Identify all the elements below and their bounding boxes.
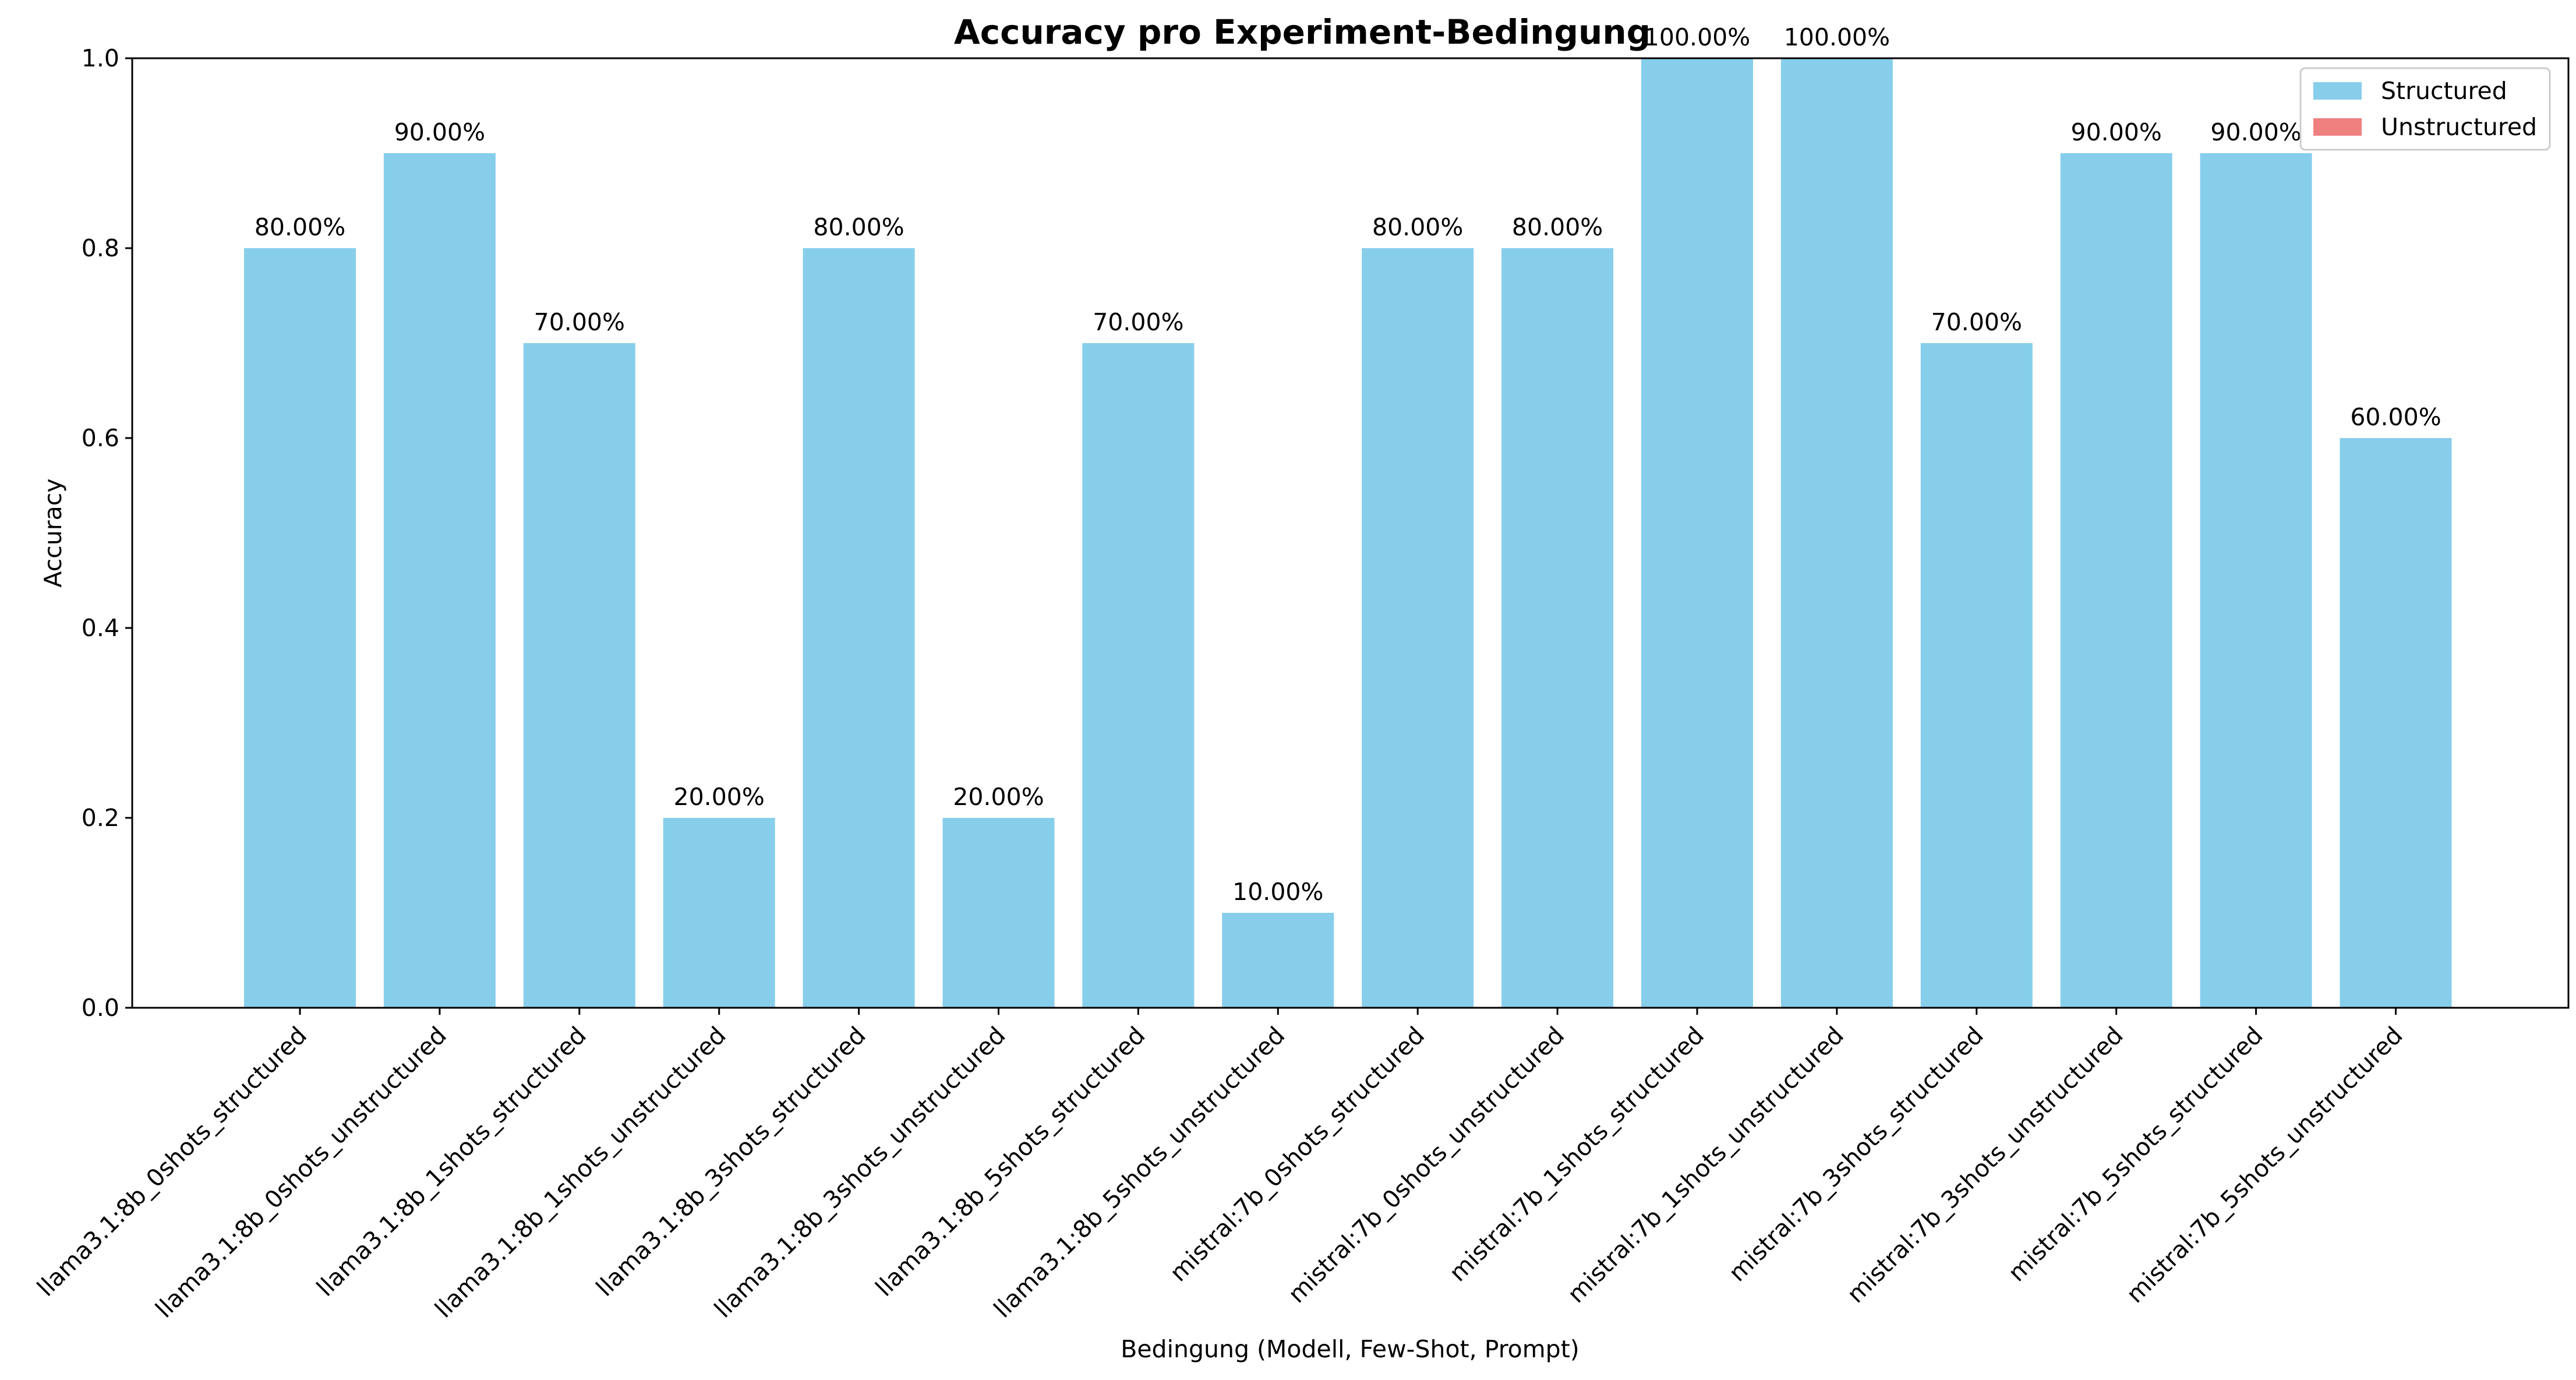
bar <box>663 818 775 1008</box>
chart-title: Accuracy pro Experiment-Bedingung <box>954 12 1651 52</box>
x-tick-label: mistral:7b_1shots_unstructured <box>1562 1021 1849 1308</box>
bar-value-label: 80.00% <box>255 213 345 241</box>
x-tick-label: llama3.1:8b_0shots_unstructured <box>150 1021 452 1323</box>
bar-value-label: 90.00% <box>2071 118 2162 146</box>
x-tick-label: llama3.1:8b_1shots_structured <box>311 1021 592 1302</box>
bar <box>2060 153 2172 1008</box>
bar <box>1920 343 2033 1008</box>
bar <box>1222 913 1334 1008</box>
y-axis-label: Accuracy <box>39 478 67 587</box>
bar <box>2200 153 2312 1008</box>
x-tick-label: llama3.1:8b_1shots_unstructured <box>429 1021 731 1323</box>
x-tick-label: llama3.1:8b_3shots_unstructured <box>709 1021 1010 1323</box>
bar-value-label: 70.00% <box>1093 308 1183 336</box>
y-tick-label: 1.0 <box>82 44 119 72</box>
bar <box>523 343 635 1008</box>
bar-value-label: 70.00% <box>534 308 625 336</box>
x-axis: llama3.1:8b_0shots_structuredllama3.1:8b… <box>31 1008 2408 1323</box>
bar-value-label: 60.00% <box>2350 403 2441 431</box>
value-labels-group: 80.00% 90.00% 70.00% 20.00% 80.00% 20.00% 70.0… <box>255 23 2441 906</box>
x-tick-label: mistral:7b_0shots_unstructured <box>1282 1021 1570 1308</box>
bar <box>803 248 915 1008</box>
x-tick-label: mistral:7b_1shots_structured <box>1444 1021 1709 1287</box>
bar <box>383 153 496 1008</box>
y-tick-label: 0.8 <box>82 234 119 262</box>
bar-value-label: 80.00% <box>1372 213 1463 241</box>
bar-value-label: 90.00% <box>2210 118 2301 146</box>
bar <box>1780 58 1893 1008</box>
bar-value-label: 80.00% <box>1512 213 1603 241</box>
legend-label-unstructured: Unstructured <box>2381 113 2537 141</box>
x-axis-label: Bedingung (Modell, Few-Shot, Prompt) <box>1121 1335 1579 1363</box>
x-tick-label: llama3.1:8b_3shots_structured <box>591 1021 871 1302</box>
legend-label-structured: Structured <box>2381 77 2507 105</box>
legend-swatch-structured <box>2313 82 2362 100</box>
x-tick-label: llama3.1:8b_5shots_structured <box>870 1021 1151 1302</box>
y-axis: 0.0 0.2 0.4 0.6 0.8 1.0 <box>82 44 132 1022</box>
legend-swatch-unstructured <box>2313 118 2362 136</box>
x-tick-label: mistral:7b_3shots_structured <box>1723 1021 1989 1287</box>
x-tick-label: mistral:7b_5shots_structured <box>2003 1021 2268 1287</box>
bar <box>1641 58 1753 1008</box>
plot-frame <box>131 57 2570 1009</box>
bar <box>942 818 1055 1008</box>
y-tick-label: 0.4 <box>82 614 119 642</box>
x-tick-label: mistral:7b_5shots_unstructured <box>2121 1021 2408 1308</box>
legend: Structured Unstructured <box>2299 67 2551 151</box>
bar <box>2340 438 2452 1008</box>
y-tick-label: 0.6 <box>82 424 119 452</box>
bar-value-label: 90.00% <box>394 118 485 146</box>
bars-group <box>244 58 2452 1008</box>
bar-value-label: 100.00% <box>1644 23 1750 51</box>
bar-value-label: 70.00% <box>1931 308 2022 336</box>
y-tick-label: 0.0 <box>82 994 119 1022</box>
legend-frame <box>2299 67 2551 151</box>
bar-value-label: 100.00% <box>1784 23 1890 51</box>
bar-value-label: 10.00% <box>1232 878 1323 906</box>
x-tick-label: llama3.1:8b_0shots_structured <box>31 1021 312 1302</box>
bar-value-label: 20.00% <box>953 783 1044 811</box>
x-tick-label: mistral:7b_3shots_unstructured <box>1842 1021 2129 1308</box>
bar <box>1362 248 1474 1008</box>
bar <box>244 248 356 1008</box>
x-tick-label: mistral:7b_0shots_structured <box>1164 1021 1430 1287</box>
x-tick-label: llama3.1:8b_5shots_unstructured <box>988 1021 1290 1323</box>
y-tick-label: 0.2 <box>82 804 119 832</box>
bar-value-label: 80.00% <box>813 213 904 241</box>
bar <box>1082 343 1195 1008</box>
bar-value-label: 20.00% <box>674 783 765 811</box>
bar <box>1501 248 1614 1008</box>
